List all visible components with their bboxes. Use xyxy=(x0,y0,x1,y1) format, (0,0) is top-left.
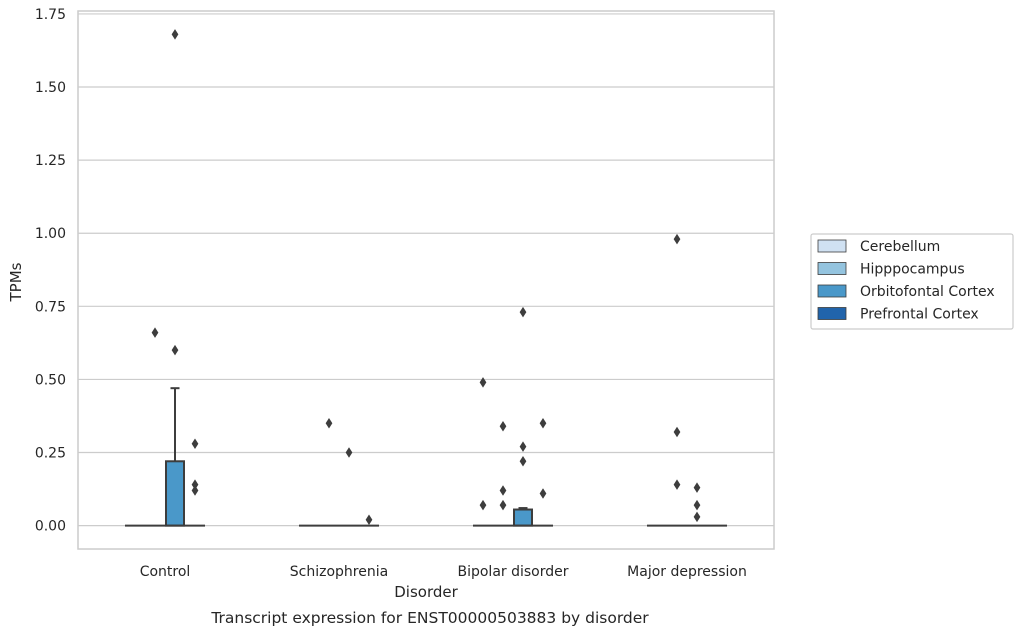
outlier-point xyxy=(693,511,701,523)
outlier-point xyxy=(673,426,681,438)
y-tick-label: 0.00 xyxy=(35,519,66,535)
x-axis-label: Disorder xyxy=(394,583,458,601)
outlier-point xyxy=(191,479,199,490)
legend-label: Hipppocampus xyxy=(860,262,965,278)
outlier-point xyxy=(171,29,179,40)
outlier-point xyxy=(539,418,547,429)
y-tick-label: 0.50 xyxy=(35,372,66,388)
y-tick-label: 1.50 xyxy=(35,80,66,96)
outlier-point xyxy=(365,514,373,526)
box-iqr xyxy=(165,460,185,527)
plot-frame xyxy=(77,10,775,550)
y-tick-label: 1.75 xyxy=(35,7,66,23)
grid-lines xyxy=(78,13,774,527)
x-tick-label: Bipolar disorder xyxy=(457,564,568,580)
outlier-point xyxy=(519,441,527,452)
y-axis-ticks: 0.00 0.25 0.50 0.75 1.00 1.25 1.50 1.75 xyxy=(35,7,66,535)
x-tick-label: Major depression xyxy=(627,564,747,580)
outlier-point xyxy=(151,327,159,338)
outlier-point xyxy=(673,479,681,490)
outlier-point xyxy=(519,306,527,318)
y-tick-label: 1.00 xyxy=(35,226,66,242)
y-tick-label: 0.75 xyxy=(35,299,66,315)
outlier-point xyxy=(673,233,681,245)
outlier-point xyxy=(171,344,179,356)
legend-swatch xyxy=(817,284,847,298)
legend-swatch xyxy=(817,239,847,253)
outlier-point xyxy=(499,499,507,511)
outlier-point xyxy=(479,377,487,388)
outlier-point xyxy=(693,499,701,511)
outlier-point xyxy=(539,488,547,499)
legend-label: Orbitofontal Cortex xyxy=(860,284,995,300)
outlier-point xyxy=(519,456,527,467)
x-tick-label: Control xyxy=(140,564,191,580)
legend-frame xyxy=(810,233,1014,330)
legend-swatch xyxy=(817,307,847,320)
outlier-point xyxy=(345,447,353,458)
box-orbitofontal-cortex xyxy=(165,387,185,527)
legend-label: Prefrontal Cortex xyxy=(860,307,979,323)
legend-label: Cerebellum xyxy=(860,239,940,255)
outlier-point xyxy=(191,438,199,449)
outlier-point xyxy=(499,485,507,496)
outlier-point xyxy=(191,485,199,496)
chart-caption: Transcript expression for ENST0000050388… xyxy=(210,609,649,627)
outlier-point xyxy=(325,418,333,429)
x-axis-ticks: Control Schizophrenia Bipolar disorder Majo… xyxy=(140,564,747,580)
outlier-point xyxy=(693,482,701,493)
y-axis-label: TPMs xyxy=(7,262,25,302)
y-tick-label: 1.25 xyxy=(35,153,66,169)
legend-swatch xyxy=(817,262,847,275)
box-iqr xyxy=(513,508,533,527)
box-series xyxy=(125,387,727,527)
outlier-points xyxy=(151,29,701,526)
y-tick-label: 0.25 xyxy=(35,446,66,462)
legend: Cerebellum Hipppocampus Orbitofontal Corte… xyxy=(810,233,1014,330)
x-tick-label: Schizophrenia xyxy=(290,564,388,580)
box-orbitofontal-cortex xyxy=(513,507,533,527)
outlier-point xyxy=(499,420,507,432)
outlier-point xyxy=(479,499,487,511)
